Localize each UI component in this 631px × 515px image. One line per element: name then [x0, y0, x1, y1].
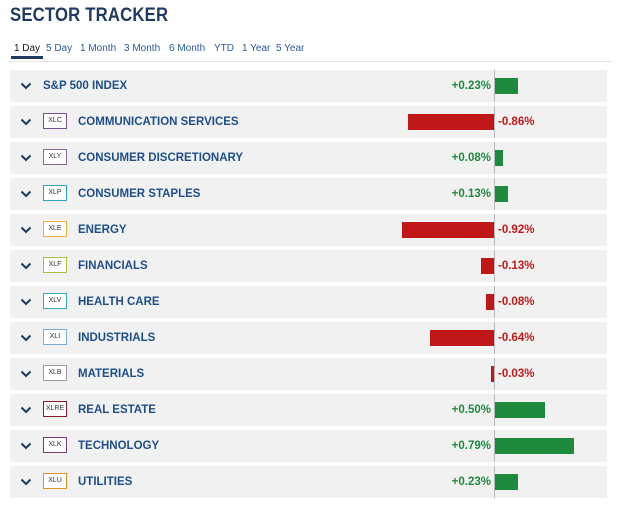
sector-name[interactable]: REAL ESTATE — [78, 404, 156, 416]
negative-change-bar — [430, 330, 494, 346]
tab-label: 1 Day — [13, 43, 41, 54]
tab-5-day[interactable]: 5 Day — [46, 43, 73, 54]
chevron-down-icon[interactable] — [20, 224, 32, 236]
positive-change-bar — [495, 150, 503, 166]
chevron-down-icon[interactable] — [20, 404, 32, 416]
percent-change: +0.23% — [451, 80, 491, 92]
ticker-badge: XLRE — [43, 401, 67, 417]
sector-row[interactable]: XLK TECHNOLOGY +0.79% — [10, 430, 607, 462]
negative-change-bar — [486, 294, 494, 310]
sector-name[interactable]: CONSUMER STAPLES — [78, 188, 201, 200]
chevron-down-icon[interactable] — [20, 80, 32, 92]
zero-axis-line — [494, 358, 495, 390]
active-tab-indicator — [11, 56, 43, 59]
zero-axis-line — [494, 322, 495, 354]
sector-row[interactable]: XLRE REAL ESTATE +0.50% — [10, 394, 607, 426]
sector-row[interactable]: XLI INDUSTRIALS -0.64% — [10, 322, 607, 354]
percent-change: -0.03% — [498, 368, 535, 380]
percent-change: +0.23% — [451, 476, 491, 488]
sector-name[interactable]: UTILITIES — [78, 476, 133, 488]
percent-change: +0.50% — [451, 404, 491, 416]
zero-axis-line — [494, 250, 495, 282]
sector-row[interactable]: XLP CONSUMER STAPLES +0.13% — [10, 178, 607, 210]
ticker-badge: XLU — [43, 473, 67, 489]
zero-axis-line — [494, 430, 495, 462]
sector-name[interactable]: COMMUNICATION SERVICES — [78, 116, 239, 128]
positive-change-bar — [495, 78, 518, 94]
chevron-down-icon[interactable] — [20, 260, 32, 272]
sector-name[interactable]: INDUSTRIALS — [78, 332, 156, 344]
chevron-down-icon[interactable] — [20, 152, 32, 164]
sector-name[interactable]: ENERGY — [78, 224, 127, 236]
negative-change-bar — [408, 114, 494, 130]
percent-change: -0.13% — [498, 260, 535, 272]
index-row[interactable]: S&P 500 INDEX +0.23% — [10, 70, 607, 102]
zero-axis-line — [494, 214, 495, 246]
tab-5-year[interactable]: 5 Year — [276, 43, 305, 54]
chevron-down-icon[interactable] — [20, 332, 32, 344]
percent-change: -0.64% — [498, 332, 535, 344]
tab-6-month[interactable]: 6 Month — [169, 43, 206, 54]
tab-3-month[interactable]: 3 Month — [124, 43, 161, 54]
sector-row[interactable]: XLU UTILITIES +0.23% — [10, 466, 607, 498]
ticker-badge: XLP — [43, 185, 67, 201]
percent-change: +0.13% — [451, 188, 491, 200]
positive-change-bar — [495, 402, 545, 418]
ticker-badge: XLY — [43, 149, 67, 165]
negative-change-bar — [402, 222, 494, 238]
positive-change-bar — [495, 438, 574, 454]
percent-change: -0.92% — [498, 224, 535, 236]
page-title: SECTOR TRACKER — [10, 5, 169, 26]
tab-1-month[interactable]: 1 Month — [80, 43, 117, 54]
zero-axis-line — [494, 394, 495, 426]
zero-axis-line — [494, 70, 495, 102]
sector-row[interactable]: XLC COMMUNICATION SERVICES -0.86% — [10, 106, 607, 138]
chevron-down-icon[interactable] — [20, 368, 32, 380]
tab-1-year[interactable]: 1 Year — [242, 43, 271, 54]
sector-name[interactable]: TECHNOLOGY — [78, 440, 160, 452]
ticker-badge: XLF — [43, 257, 67, 273]
zero-axis-line — [494, 106, 495, 138]
sector-row[interactable]: XLB MATERIALS -0.03% — [10, 358, 607, 390]
positive-change-bar — [495, 474, 518, 490]
sector-name[interactable]: CONSUMER DISCRETIONARY — [78, 152, 244, 164]
sector-row[interactable]: XLE ENERGY -0.92% — [10, 214, 607, 246]
ticker-badge: XLB — [43, 365, 67, 381]
zero-axis-line — [494, 178, 495, 210]
percent-change: -0.86% — [498, 116, 535, 128]
ticker-badge: XLE — [43, 221, 67, 237]
positive-change-bar — [495, 186, 508, 202]
ticker-badge: XLC — [43, 113, 67, 129]
sector-row[interactable]: XLY CONSUMER DISCRETIONARY +0.08% — [10, 142, 607, 174]
sector-name[interactable]: FINANCIALS — [78, 260, 148, 272]
zero-axis-line — [494, 142, 495, 174]
tab-ytd[interactable]: YTD — [214, 43, 234, 54]
time-range-tabs: 1 Day 5 Day 1 Month 3 Month 6 Month YTD … — [8, 40, 618, 60]
sector-name[interactable]: S&P 500 INDEX — [43, 80, 128, 92]
sector-name[interactable]: MATERIALS — [78, 368, 145, 380]
negative-change-bar — [491, 366, 494, 382]
ticker-badge: XLK — [43, 437, 67, 453]
chevron-down-icon[interactable] — [20, 116, 32, 128]
tab-1-day[interactable]: 1 Day — [11, 40, 43, 59]
percent-change: +0.79% — [451, 440, 491, 452]
sector-row[interactable]: XLV HEALTH CARE -0.08% — [10, 286, 607, 318]
chevron-down-icon[interactable] — [20, 440, 32, 452]
ticker-badge: XLV — [43, 293, 67, 309]
chevron-down-icon[interactable] — [20, 296, 32, 308]
percent-change: +0.08% — [451, 152, 491, 164]
sector-row[interactable]: XLF FINANCIALS -0.13% — [10, 250, 607, 282]
chevron-down-icon[interactable] — [20, 476, 32, 488]
percent-change: -0.08% — [498, 296, 535, 308]
chevron-down-icon[interactable] — [20, 188, 32, 200]
ticker-badge: XLI — [43, 329, 67, 345]
sector-name[interactable]: HEALTH CARE — [78, 296, 160, 308]
negative-change-bar — [481, 258, 494, 274]
tabs-divider — [8, 61, 612, 62]
zero-axis-line — [494, 286, 495, 318]
zero-axis-line — [494, 466, 495, 498]
